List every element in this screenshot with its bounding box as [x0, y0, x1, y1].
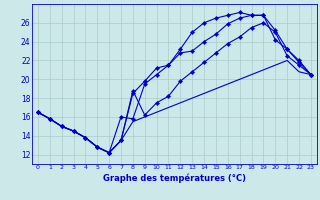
- X-axis label: Graphe des températures (°C): Graphe des températures (°C): [103, 173, 246, 183]
